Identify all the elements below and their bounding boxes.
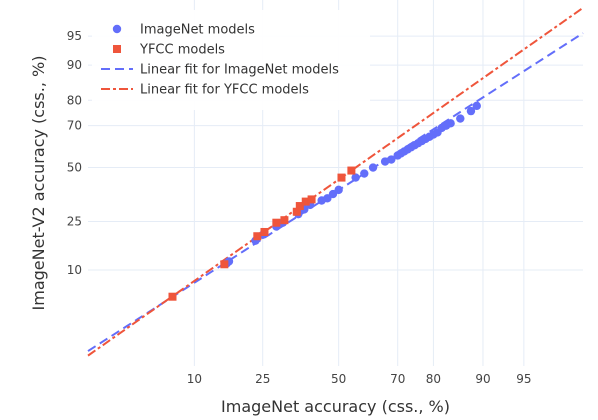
imagenet-model-point	[368, 163, 378, 172]
y-tick-label: 25	[67, 214, 82, 228]
x-tick-label: 95	[516, 372, 531, 386]
legend-swatch-yfcc-models	[113, 45, 121, 53]
legend-box	[92, 10, 370, 110]
imagenet-model-point	[456, 114, 465, 123]
yfcc-fit-line	[87, 7, 584, 357]
yfcc-model-point	[272, 218, 281, 227]
yfcc-model-point	[347, 166, 356, 175]
y-tick-label: 70	[67, 119, 82, 133]
legend-label: ImageNet models	[140, 23, 255, 38]
yfcc-model-point	[307, 195, 316, 204]
x-tick-label: 25	[255, 372, 270, 386]
y-tick-label: 10	[67, 263, 82, 277]
tick-labels: 10 25 50 70 80 90 95 10 25 50 70 80 90 95	[67, 29, 532, 386]
legend-items: ImageNet models YFCC models Linear fit for…	[101, 23, 339, 98]
x-tick-label: 90	[475, 372, 490, 386]
imagenet-model-point	[387, 155, 396, 164]
legend: ImageNet models YFCC models Linear fit for…	[92, 10, 370, 110]
x-tick-label: 70	[390, 372, 405, 386]
y-tick-label: 95	[67, 29, 82, 43]
yfcc-model-point	[301, 197, 310, 206]
data-points	[168, 101, 481, 301]
imagenet-model-point	[334, 185, 343, 195]
legend-label: YFCC models	[139, 43, 225, 58]
yfcc-model-point	[168, 292, 177, 301]
legend-label: Linear fit for YFCC models	[140, 83, 309, 98]
imagenet-model-point	[360, 169, 369, 178]
legend-label: Linear fit for ImageNet models	[140, 63, 339, 78]
y-tick-label: 90	[67, 58, 82, 72]
x-tick-label: 80	[426, 372, 441, 386]
yfcc-model-point	[337, 173, 346, 182]
imagenet-model-point	[446, 119, 455, 128]
y-tick-label: 80	[67, 93, 82, 107]
yfcc-model-point	[220, 260, 229, 269]
imagenet-model-point	[466, 106, 476, 116]
y-tick-label: 50	[67, 161, 82, 175]
yfcc-model-point	[253, 232, 262, 241]
yfcc-model-point	[260, 227, 269, 236]
imagenet-model-point	[472, 101, 481, 111]
legend-swatch-imagenet-models	[112, 24, 122, 34]
imagenet-model-point	[351, 173, 360, 182]
yfcc-model-point	[280, 216, 289, 225]
x-tick-label: 10	[187, 372, 202, 386]
x-axis-title: ImageNet accuracy (css., %)	[221, 397, 450, 416]
y-axis-title: ImageNet-V2 accuracy (css., %)	[29, 56, 48, 311]
yfcc-model-point	[292, 207, 301, 216]
x-tick-label: 50	[331, 372, 346, 386]
yfcc-model-point	[295, 202, 304, 211]
